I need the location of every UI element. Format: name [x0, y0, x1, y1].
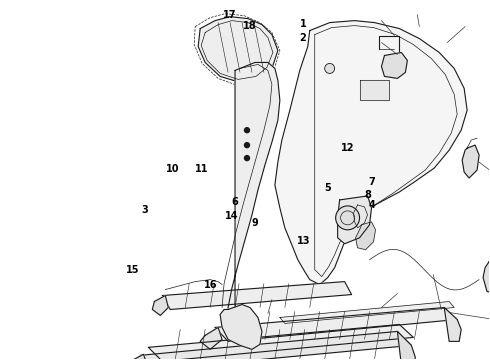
Polygon shape: [280, 302, 454, 323]
Polygon shape: [200, 328, 222, 349]
Polygon shape: [360, 80, 390, 100]
Text: 7: 7: [368, 177, 375, 187]
Text: 12: 12: [341, 143, 354, 153]
Polygon shape: [198, 17, 278, 82]
Polygon shape: [220, 305, 262, 349]
Polygon shape: [162, 282, 352, 310]
Polygon shape: [462, 145, 479, 178]
Circle shape: [325, 63, 335, 73]
Polygon shape: [152, 296, 168, 315]
Polygon shape: [228, 62, 280, 339]
Text: 13: 13: [297, 236, 310, 246]
Text: 9: 9: [251, 218, 258, 228]
Circle shape: [245, 128, 249, 133]
Polygon shape: [275, 21, 467, 285]
Text: 4: 4: [368, 200, 375, 210]
Polygon shape: [338, 196, 371, 244]
Polygon shape: [382, 53, 407, 78]
Circle shape: [336, 206, 360, 230]
Text: 2: 2: [299, 33, 306, 43]
Polygon shape: [483, 258, 490, 293]
Text: 5: 5: [324, 183, 331, 193]
Circle shape: [245, 143, 249, 148]
Text: 18: 18: [243, 21, 257, 31]
Text: 15: 15: [126, 265, 140, 275]
Polygon shape: [397, 332, 416, 360]
Polygon shape: [141, 332, 412, 360]
Polygon shape: [128, 354, 148, 360]
Text: 17: 17: [222, 10, 236, 20]
Text: 1: 1: [300, 19, 307, 29]
Text: 11: 11: [196, 164, 209, 174]
Text: 8: 8: [365, 190, 371, 200]
Text: 3: 3: [142, 206, 148, 216]
Text: 10: 10: [166, 164, 179, 174]
Text: 16: 16: [204, 280, 218, 290]
Polygon shape: [148, 324, 414, 360]
Text: 6: 6: [231, 197, 238, 207]
Polygon shape: [444, 307, 461, 341]
Circle shape: [245, 156, 249, 161]
Polygon shape: [356, 222, 375, 250]
Polygon shape: [215, 307, 457, 341]
Text: 14: 14: [224, 211, 238, 221]
